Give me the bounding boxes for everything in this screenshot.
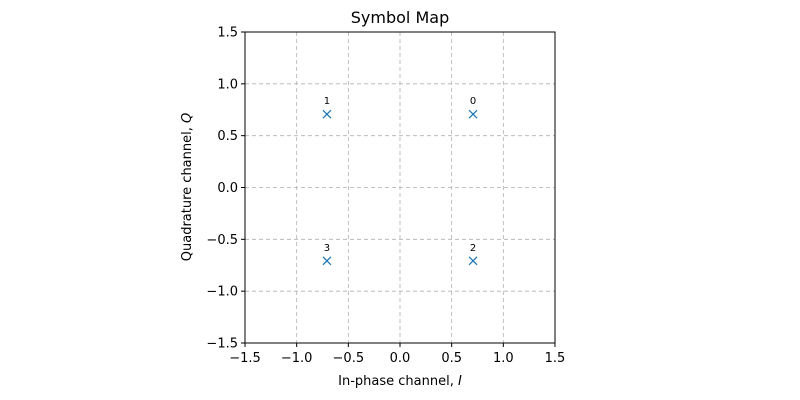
x-tick-label: 1.5: [545, 351, 566, 366]
x-tick-label: 0.0: [390, 351, 411, 366]
symbol-point-0: 0: [468, 96, 478, 119]
x-tick-label: −0.5: [333, 351, 365, 366]
ticks-layer: −1.5 −1.0 −0.5 0.0 0.5 1.0 1.5 −1.5 −1.0 −0.5 0.0 0…: [206, 26, 565, 367]
y-tick-label: 0.0: [217, 181, 238, 196]
y-tick-label: −1.0: [206, 285, 238, 300]
y-axis-label: Quadrature channel, Q: [180, 113, 195, 261]
x-axis-label: In-phase channel, I: [338, 374, 462, 389]
point-marker-stroke: [468, 109, 478, 119]
point-label: 2: [470, 243, 476, 254]
symbol-point-1: 1: [322, 96, 332, 119]
point-marker-stroke: [468, 256, 478, 266]
y-tick-label: 0.5: [217, 129, 238, 144]
y-tick-label: 1.0: [217, 77, 238, 92]
y-tick-label: −1.5: [206, 337, 238, 352]
point-marker-stroke: [322, 109, 332, 119]
chart-title: Symbol Map: [351, 8, 449, 27]
points-layer: 0 1 2 3: [322, 96, 478, 266]
x-tick-label: 1.0: [493, 351, 514, 366]
x-tick-label: −1.0: [281, 351, 313, 366]
y-tick-label: −0.5: [206, 233, 238, 248]
point-marker-stroke: [322, 256, 332, 266]
point-label: 3: [324, 243, 330, 254]
point-label: 0: [470, 96, 476, 107]
x-tick-label: 0.5: [441, 351, 462, 366]
x-tick-label: −1.5: [229, 351, 261, 366]
point-label: 1: [324, 96, 330, 107]
symbol-point-2: 2: [468, 243, 478, 266]
symbol-point-3: 3: [322, 243, 332, 266]
y-tick-label: 1.5: [217, 26, 238, 41]
